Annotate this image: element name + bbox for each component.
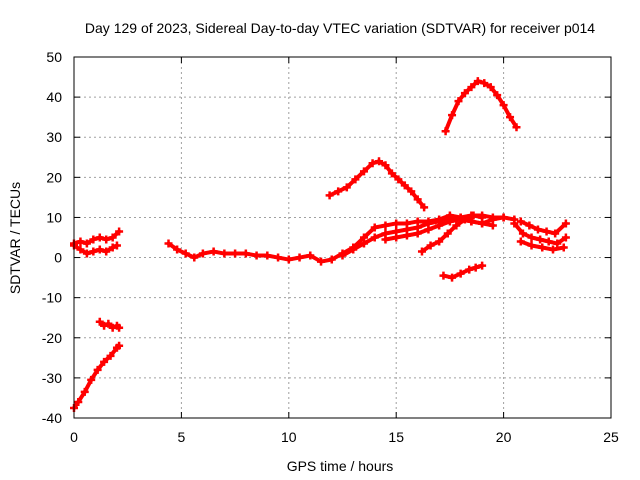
y-tick-label: 50 [46, 49, 62, 65]
y-tick-label: -10 [42, 290, 62, 306]
series-arc-mid [325, 157, 429, 212]
y-tick-label: 30 [46, 129, 62, 145]
chart-title: Day 129 of 2023, Sidereal Day-to-day VTE… [85, 20, 595, 36]
series-early-negative-cluster [95, 317, 124, 332]
y-tick-label: -20 [42, 330, 62, 346]
series-early-descending [70, 341, 124, 412]
series-arc-high [441, 77, 521, 136]
series-late-right-upper [516, 217, 570, 238]
data-point [561, 233, 570, 242]
series-late-negative [439, 261, 487, 282]
series-late-right-bands [510, 219, 570, 248]
data-trace-segment [512, 221, 525, 236]
series-early-high-band [70, 227, 124, 248]
y-axis-label: SDTVAR / TECUs [7, 182, 23, 294]
data-trace-segment [553, 221, 568, 236]
y-tick-label: -40 [42, 410, 62, 426]
x-axis-label: GPS time / hours [287, 458, 394, 474]
data-point [512, 123, 521, 132]
y-tick-label: 40 [46, 89, 62, 105]
data-trace-segment [351, 235, 366, 250]
data-point [115, 323, 124, 332]
data-point [559, 243, 568, 252]
data-point [478, 213, 487, 222]
y-tick-label: 10 [46, 209, 62, 225]
series-late-right-lower [516, 237, 568, 254]
data-point [115, 341, 124, 350]
data-points [70, 77, 570, 412]
x-tick-label: 25 [603, 429, 619, 445]
y-tick-label: 20 [46, 169, 62, 185]
data-point [561, 219, 570, 228]
data-point [420, 203, 429, 212]
x-tick-label: 5 [178, 429, 186, 445]
y-tick-label: 0 [54, 250, 62, 266]
y-axis-ticks: -40 -30 -20 -10 0 10 20 30 40 50 [42, 49, 611, 426]
data-trace-segment [361, 225, 377, 240]
x-tick-label: 20 [496, 429, 512, 445]
data-point [115, 227, 124, 236]
x-tick-label: 15 [388, 429, 404, 445]
series-rising-band [417, 211, 487, 256]
data-point [478, 261, 487, 270]
data-point [112, 241, 121, 250]
x-tick-label: 0 [70, 429, 78, 445]
data-point [499, 213, 508, 222]
y-tick-label: -30 [42, 370, 62, 386]
plot-frame [73, 56, 612, 419]
x-tick-label: 10 [281, 429, 297, 445]
data-point [488, 221, 497, 230]
